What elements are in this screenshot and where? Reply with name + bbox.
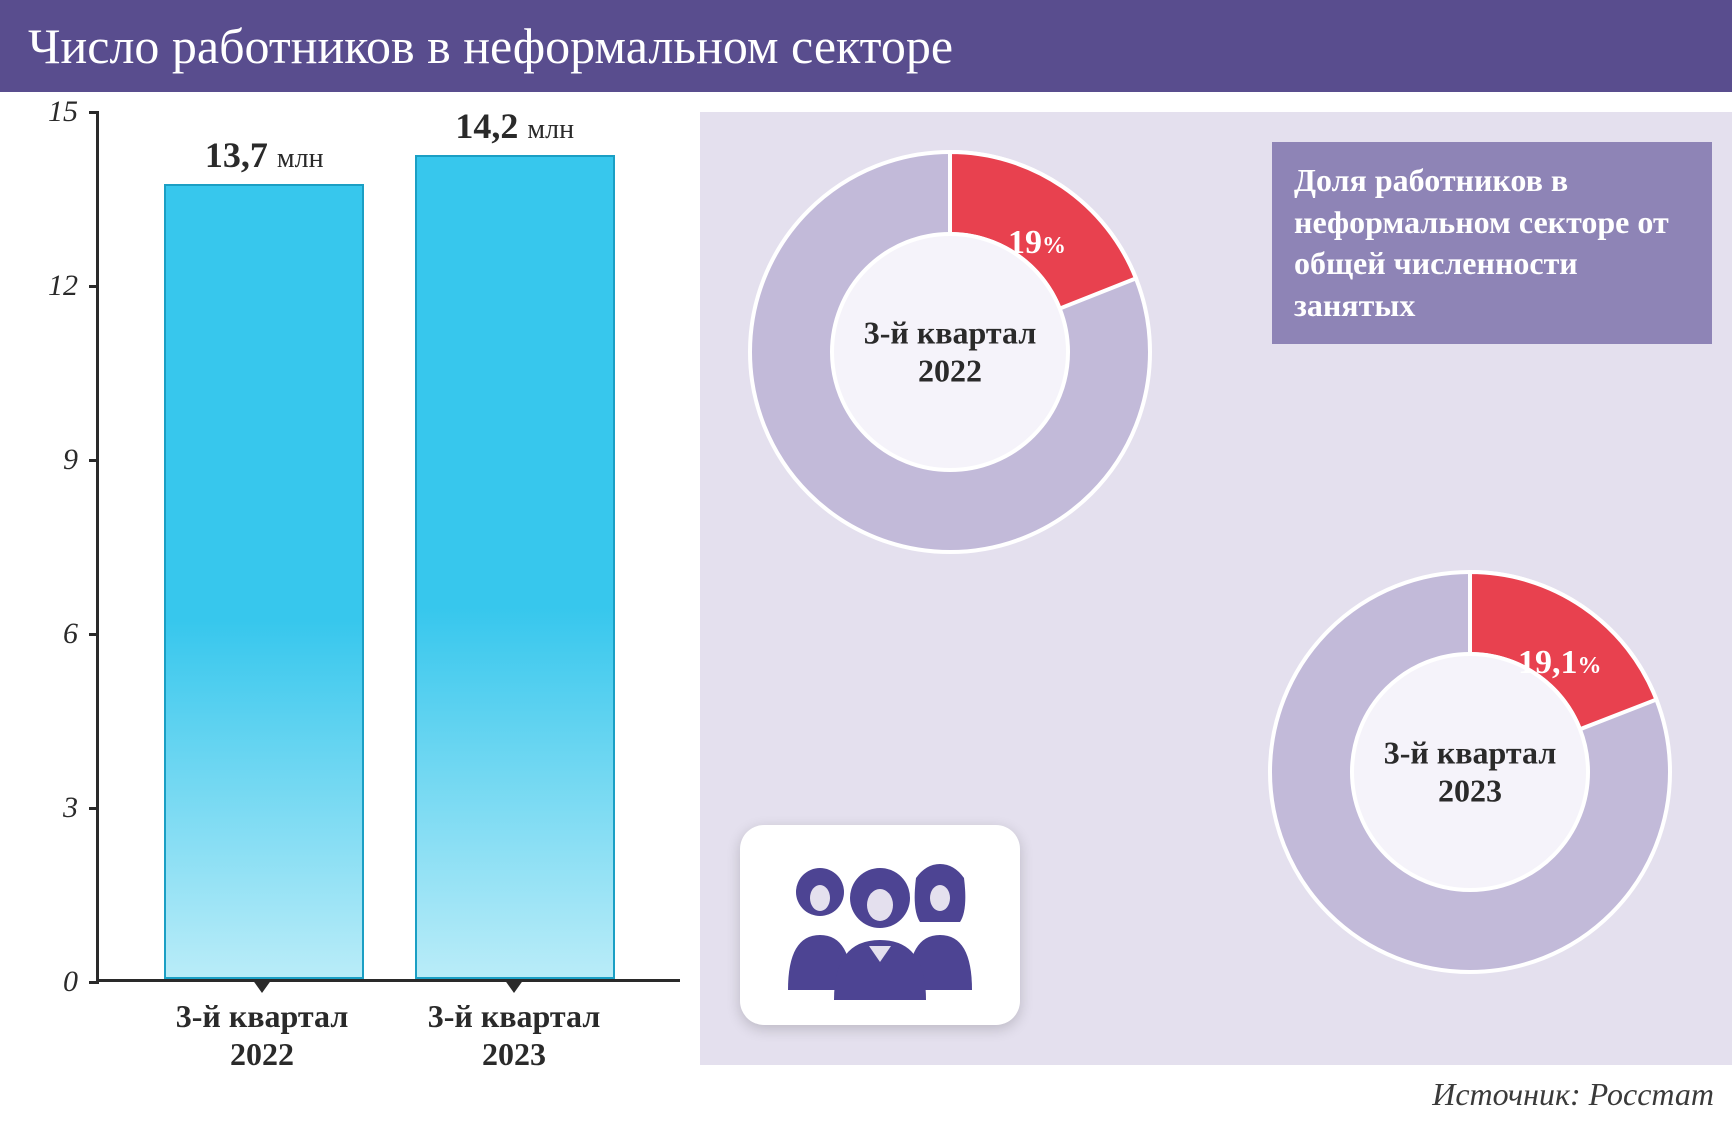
x-tick-marker — [252, 979, 272, 993]
donut-center-label: 3-й квартал2022 — [864, 314, 1037, 391]
bar-chart: 03691215 13,7 млн14,2 млн 3-й квартал202… — [40, 112, 680, 1052]
y-tick-label: 9 — [63, 443, 78, 477]
bar — [164, 184, 364, 979]
content: 03691215 13,7 млн14,2 млн 3-й квартал202… — [0, 92, 1732, 1125]
donut-percent-label: 19% — [1008, 224, 1066, 262]
donut-center-label: 3-й квартал2023 — [1384, 734, 1557, 811]
y-tick-mark — [89, 633, 99, 636]
y-axis: 03691215 — [40, 112, 90, 982]
x-axis-label: 3-й квартал2023 — [404, 997, 624, 1074]
y-tick-mark — [89, 807, 99, 810]
y-tick-label: 0 — [63, 965, 78, 999]
source-label: Источник: Росстат — [1432, 1076, 1714, 1113]
people-icon — [770, 850, 990, 1000]
bar — [415, 155, 615, 979]
people-icon-card — [740, 825, 1020, 1025]
page-title: Число работников в неформальном секторе — [28, 17, 953, 75]
donut-description: Доля работников в неформальном секторе о… — [1272, 142, 1712, 344]
header-bar: Число работников в неформальном секторе — [0, 0, 1732, 92]
donut-chart: 3-й квартал2022 19% — [740, 142, 1160, 562]
chart-plot-area: 13,7 млн14,2 млн — [96, 112, 680, 982]
donut-panel: Доля работников в неформальном секторе о… — [700, 112, 1732, 1065]
y-tick-label: 6 — [63, 617, 78, 651]
x-tick-marker — [504, 979, 524, 993]
bar-value-label: 14,2 млн — [455, 105, 574, 147]
donut-chart: 3-й квартал2023 19,1% — [1260, 562, 1680, 982]
x-axis-label: 3-й квартал2022 — [152, 997, 372, 1074]
y-tick-label: 12 — [48, 269, 78, 303]
donut-percent-label: 19,1% — [1518, 644, 1602, 682]
y-tick-mark — [89, 459, 99, 462]
bar-chart-panel: 03691215 13,7 млн14,2 млн 3-й квартал202… — [0, 92, 700, 1125]
y-tick-mark — [89, 981, 99, 984]
y-tick-mark — [89, 111, 99, 114]
x-axis-labels: 3-й квартал2022 3-й квартал2023 — [96, 997, 680, 1074]
y-tick-mark — [89, 285, 99, 288]
y-tick-label: 3 — [63, 791, 78, 825]
bar-group: 14,2 млн — [405, 155, 625, 979]
y-tick-label: 15 — [48, 95, 78, 129]
bar-group: 13,7 млн — [154, 184, 374, 979]
bar-value-label: 13,7 млн — [205, 134, 324, 176]
